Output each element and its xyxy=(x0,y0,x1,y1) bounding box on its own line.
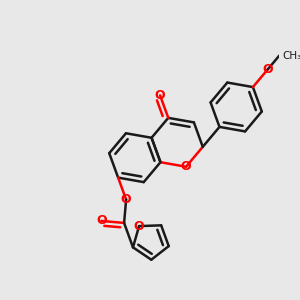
Text: O: O xyxy=(121,193,131,206)
Text: O: O xyxy=(155,89,165,102)
Text: O: O xyxy=(262,63,273,76)
Text: CH₃: CH₃ xyxy=(282,51,300,61)
Text: O: O xyxy=(134,220,144,232)
Text: O: O xyxy=(181,160,191,173)
Text: O: O xyxy=(96,214,106,227)
